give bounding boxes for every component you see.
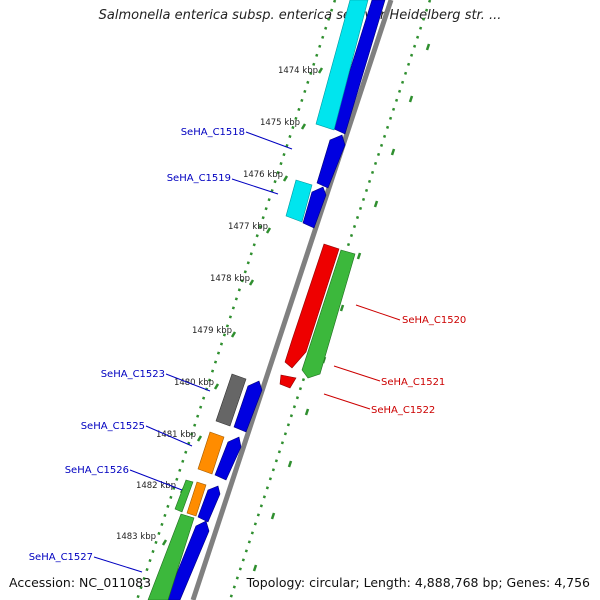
- gene-c1520-shape: [284, 243, 340, 369]
- gene-c1517: [315, 0, 369, 131]
- inner-tick-marks: [161, 67, 324, 546]
- gene-label: SeHA_C1525: [81, 421, 145, 432]
- gene-c1519-shape: [285, 179, 313, 223]
- gene-label: SeHA_C1518: [181, 127, 245, 138]
- forward-cds-track: [165, 0, 386, 600]
- gene-label: SeHA_C1521: [381, 377, 445, 388]
- cds-arrow-6: [197, 485, 221, 523]
- tick-label: 1476 kbp: [243, 170, 283, 180]
- tick-label: 1478 kbp: [210, 274, 250, 284]
- tick-label: 1481 kbp: [156, 430, 196, 440]
- tick-label: 1483 kbp: [116, 532, 156, 542]
- gene-c1521-shape: [279, 374, 297, 389]
- gene-c1526b-shape: [186, 481, 207, 517]
- tick-label: 1474 kbp: [278, 66, 318, 76]
- tick-label: 1475 kbp: [260, 118, 300, 128]
- cyan-cds: [285, 0, 369, 223]
- left-gene-labels: SeHA_C1518 SeHA_C1519 SeHA_C1523 SeHA_C1…: [29, 127, 293, 573]
- inner-dotted-track: [135, 0, 337, 600]
- gene-label: SeHA_C1523: [101, 369, 165, 380]
- right-gene-labels: SeHA_C1520 SeHA_C1521 SeHA_C1522: [323, 304, 466, 416]
- tick-labels: 1474 kbp 1475 kbp 1476 kbp 1477 kbp 1478…: [116, 66, 318, 542]
- gene-c1526-shape: [174, 479, 194, 513]
- cds-arrow-3: [302, 186, 327, 229]
- gene-c1522-shape: [301, 249, 356, 379]
- gene-label: SeHA_C1520: [402, 315, 466, 326]
- red-cds: [279, 243, 340, 389]
- gene-label: SeHA_C1519: [167, 173, 231, 184]
- genome-backbone: [190, 0, 394, 600]
- gene-label: SeHA_C1526: [65, 465, 129, 476]
- gene-c1525-shape: [197, 431, 225, 475]
- cds-arrow-4: [233, 380, 263, 433]
- green-cds: [147, 249, 356, 600]
- cds-arrow-5: [214, 436, 242, 481]
- outer-tick-marks: [252, 43, 431, 572]
- tick-label: 1482 kbp: [136, 481, 176, 491]
- topology-label: Topology: circular; Length: 4,888,768 bp…: [246, 575, 590, 590]
- tick-label: 1480 kbp: [174, 378, 214, 388]
- cds-arrow-2: [316, 134, 346, 189]
- gene-label: SeHA_C1527: [29, 552, 93, 563]
- tick-label: 1477 kbp: [228, 222, 268, 232]
- gene-c1527-shape: [147, 513, 195, 600]
- outer-dotted-track: [228, 0, 432, 600]
- accession-label: Accession: NC_011083: [9, 575, 152, 590]
- gene-c1523-shape: [215, 373, 247, 427]
- map-title: Salmonella enterica subsp. enterica sero…: [98, 8, 502, 23]
- gene-label: SeHA_C1522: [371, 405, 435, 416]
- tick-label: 1479 kbp: [192, 326, 232, 336]
